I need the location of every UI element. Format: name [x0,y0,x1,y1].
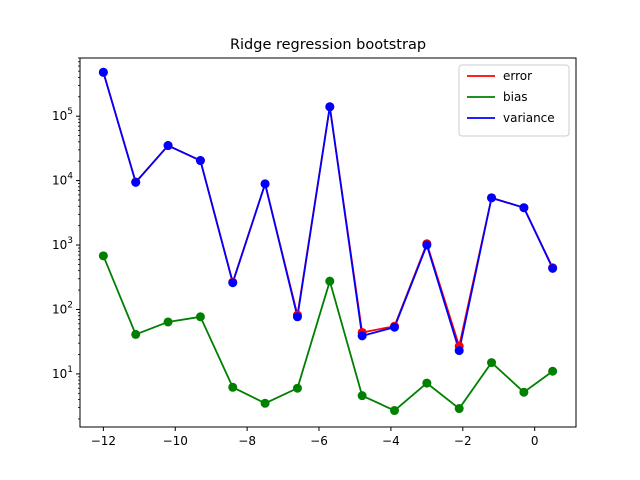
legend-label-error: error [503,69,532,83]
x-tick-label: 0 [531,434,539,448]
x-tick-label: −10 [163,434,188,448]
data-point-bias [325,276,335,286]
data-point-variance [292,312,302,322]
data-point-variance [548,263,558,273]
data-point-bias [195,312,205,322]
data-point-bias [131,329,141,339]
data-point-bias [548,366,558,376]
y-tick-label: 103 [52,236,73,252]
data-point-variance [325,102,335,112]
data-point-variance [389,322,399,332]
data-point-variance [98,67,108,77]
data-point-variance [195,156,205,166]
x-axis: −12 −10 −8 −6 −4 −2 0 [91,427,539,448]
y-tick-label: 104 [52,172,73,188]
y-tick-label: 101 [52,365,73,381]
data-point-bias [454,404,464,414]
data-point-bias [98,251,108,261]
legend: error bias variance [458,64,570,137]
data-point-variance [228,278,238,288]
data-point-bias [228,382,238,392]
legend-label-bias: bias [503,90,528,104]
plot-markers [98,67,558,416]
x-tick-label: −4 [382,434,400,448]
x-tick-label: −8 [238,434,256,448]
data-point-variance [454,346,464,356]
plot-frame [79,57,577,428]
data-point-variance [357,331,367,341]
data-point-variance [260,179,270,189]
data-point-bias [519,387,529,397]
data-point-variance [487,193,497,203]
x-tick-label: −12 [91,434,116,448]
data-point-variance [131,177,141,187]
y-axis: 101 102 103 104 105 [52,57,80,420]
data-point-bias [292,383,302,393]
data-point-bias [422,378,432,388]
data-point-bias [163,317,173,327]
x-tick-label: −2 [454,434,472,448]
y-tick-label: 102 [52,300,73,316]
data-point-variance [422,240,432,250]
x-tick-label: −6 [310,434,328,448]
y-tick-label: 105 [52,107,73,123]
data-point-bias [357,391,367,401]
legend-label-variance: variance [503,111,555,125]
data-point-variance [519,203,529,213]
data-point-bias [260,398,270,408]
chart-title: Ridge regression bootstrap [230,37,426,53]
data-point-bias [487,358,497,368]
data-point-variance [163,141,173,151]
data-point-bias [389,406,399,416]
